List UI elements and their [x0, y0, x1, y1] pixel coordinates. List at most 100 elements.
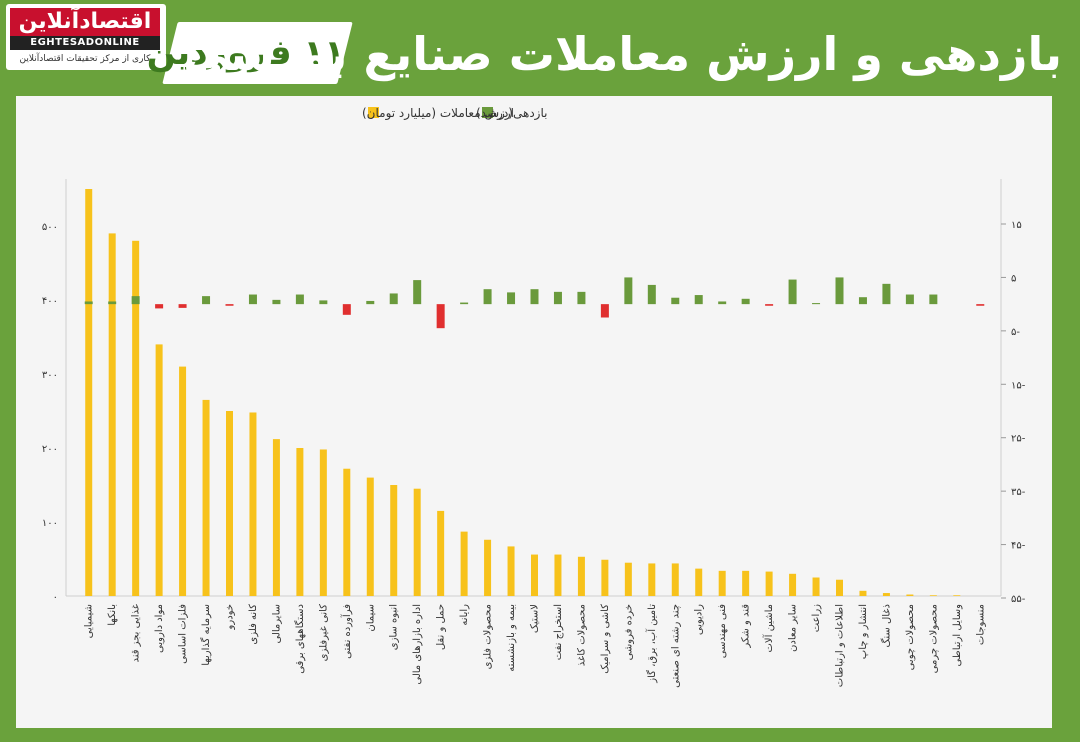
category-label: کانی غیرفلزی	[318, 604, 329, 662]
value-bar	[765, 571, 773, 596]
return-bar	[671, 297, 680, 305]
category-label: ماشین آلات	[762, 604, 775, 653]
category-label: مواد دارویی	[154, 604, 165, 653]
category-label: محصولات فلزی	[483, 604, 494, 669]
return-bar	[976, 304, 985, 306]
value-bar	[155, 344, 163, 596]
return-bar	[319, 300, 328, 305]
left-tick-label: ۴۰۰	[42, 296, 58, 307]
category-label: وسایل ارتباطی	[952, 604, 963, 667]
value-bar	[836, 579, 843, 596]
return-bar	[389, 293, 398, 305]
value-bar	[413, 488, 421, 596]
value-bar	[460, 531, 468, 596]
return-bar	[202, 296, 211, 305]
return-bar	[553, 291, 562, 305]
return-bar	[905, 294, 914, 305]
category-label: انتشار و چاپ	[858, 604, 869, 659]
logo-name: اقتصادآنلاین	[10, 8, 160, 36]
return-bar	[882, 283, 891, 305]
right-tick-label: ۵-	[1011, 327, 1020, 338]
return-bar	[929, 294, 938, 305]
category-label: قند و شکر	[741, 604, 752, 649]
value-bar	[202, 399, 210, 596]
left-tick-label: ۲۰۰	[42, 444, 58, 455]
return-bar	[108, 301, 117, 305]
category-label: رادیویی	[694, 604, 705, 635]
category-label: دستگاههای برقی	[294, 604, 306, 674]
return-bar	[530, 289, 539, 305]
return-bar	[155, 304, 164, 309]
return-bar	[483, 289, 492, 305]
return-bar	[647, 284, 656, 305]
value-bar	[319, 449, 327, 596]
return-bar	[600, 304, 609, 318]
value-bar	[226, 411, 233, 596]
value-bar	[882, 593, 890, 596]
legend-return-swatch	[482, 107, 493, 118]
right-tick-label: ۴۵-	[1011, 541, 1026, 552]
return-bar	[694, 295, 703, 305]
return-bar	[788, 279, 797, 305]
value-bar	[132, 240, 140, 597]
value-bar	[272, 439, 280, 596]
value-bar	[554, 554, 562, 596]
return-bar	[624, 277, 633, 305]
category-label: ذغال سنگ	[880, 604, 892, 648]
category-label: منسوجات	[975, 604, 986, 645]
return-bar	[366, 300, 375, 305]
category-label: سایرمالی	[271, 604, 282, 644]
value-bar	[343, 468, 351, 596]
category-label: بانکها	[107, 604, 118, 626]
value-bar	[108, 233, 116, 596]
return-bar	[858, 297, 867, 305]
return-bar	[225, 304, 234, 306]
return-bar	[507, 292, 516, 305]
category-label: محصولات کاغذ	[576, 604, 587, 666]
category-label: فرآورده نفتی	[340, 604, 353, 659]
right-tick-label: ۵	[1011, 273, 1016, 284]
category-label: رایانه	[459, 604, 470, 626]
category-label: حمل و نقل	[436, 604, 447, 650]
return-bar	[248, 294, 257, 305]
value-bar	[742, 570, 750, 596]
category-label: شیمیایی	[84, 604, 95, 638]
category-label: سایر معادن	[788, 604, 799, 652]
right-tick-label: ۱۵-	[1011, 380, 1026, 391]
category-label: اطلاعات و ارتباطات	[835, 604, 846, 687]
return-bar	[295, 294, 304, 305]
return-bar	[812, 303, 821, 305]
return-bar	[178, 304, 187, 308]
value-bar	[953, 595, 961, 596]
value-bar	[812, 577, 820, 596]
category-label: غذایی بجز قند	[131, 604, 142, 663]
category-label: تامین آب، برق، گاز	[645, 604, 658, 684]
value-bar	[484, 539, 492, 596]
value-bar	[85, 189, 93, 596]
right-tick-label: ۵۵-	[1011, 594, 1026, 605]
category-label: محصولات چوبی	[905, 604, 916, 670]
chart-title: بازدهی و ارزش معاملات صنایع بورسی	[183, 27, 1062, 81]
value-bar	[249, 412, 257, 596]
return-bar	[741, 298, 750, 305]
category-label: فنی مهندسی	[717, 604, 728, 658]
logo-latin: EGHTESADONLINE	[10, 36, 160, 50]
value-bar	[296, 448, 304, 596]
value-bar	[366, 477, 374, 596]
value-bar	[179, 366, 187, 596]
value-bar	[531, 554, 538, 596]
left-tick-label: ۱۰۰	[42, 518, 58, 529]
right-tick-label: ۱۵	[1011, 220, 1022, 231]
category-label: سرمایه گذاریها	[200, 604, 212, 666]
category-label: خرده فروشی	[623, 604, 634, 660]
right-tick-label: ۲۵-	[1011, 434, 1026, 445]
value-bar	[577, 556, 585, 596]
value-bar	[789, 573, 797, 596]
return-bar	[272, 299, 281, 305]
return-bar	[131, 296, 140, 305]
return-bar	[835, 277, 844, 305]
date-label: ۱۱ فروردین	[146, 33, 345, 73]
value-bar	[601, 559, 609, 596]
return-bar	[342, 304, 351, 315]
category-label: لاستیک	[530, 604, 541, 633]
